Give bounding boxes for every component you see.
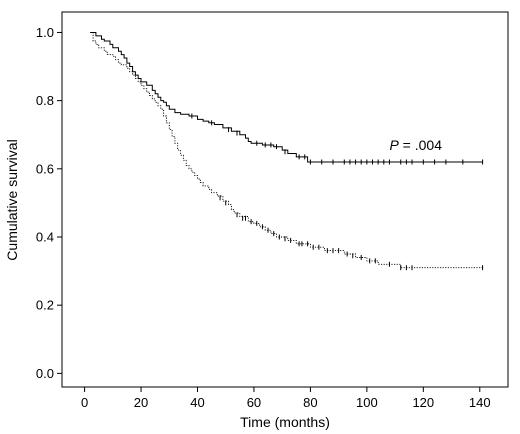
solid-survival-curve xyxy=(90,32,483,163)
x-tick-label: 40 xyxy=(190,395,204,410)
y-tick-label: 0.6 xyxy=(36,161,54,176)
survival-curves xyxy=(90,32,484,271)
x-tick-label: 0 xyxy=(81,395,88,410)
p-value-text: = .004 xyxy=(399,137,442,153)
x-tick-label: 20 xyxy=(134,395,148,410)
y-tick-label: 0.4 xyxy=(36,230,54,245)
y-tick-label: 0.0 xyxy=(36,366,54,381)
plot-frame xyxy=(61,11,509,388)
x-tick-label: 60 xyxy=(247,395,261,410)
y-tick-label: 0.8 xyxy=(36,93,54,108)
x-tick-label: 140 xyxy=(469,395,491,410)
y-axis-title: Cumulative survival xyxy=(4,139,20,260)
y-axis-ticks: 0.0 0.2 0.4 0.6 0.8 1.0 xyxy=(36,25,62,381)
dotted-survival-curve xyxy=(90,32,483,269)
y-tick-label: 1.0 xyxy=(36,25,54,40)
x-axis-title: Time (months) xyxy=(240,414,330,430)
x-tick-label: 80 xyxy=(303,395,317,410)
x-axis-ticks: 0 20 40 60 80 100 120 140 xyxy=(81,387,491,410)
x-tick-label: 120 xyxy=(412,395,434,410)
p-symbol: P xyxy=(389,137,399,153)
y-tick-label: 0.2 xyxy=(36,298,54,313)
x-tick-label: 100 xyxy=(356,395,378,410)
p-value-annotation: P = .004 xyxy=(389,137,442,153)
